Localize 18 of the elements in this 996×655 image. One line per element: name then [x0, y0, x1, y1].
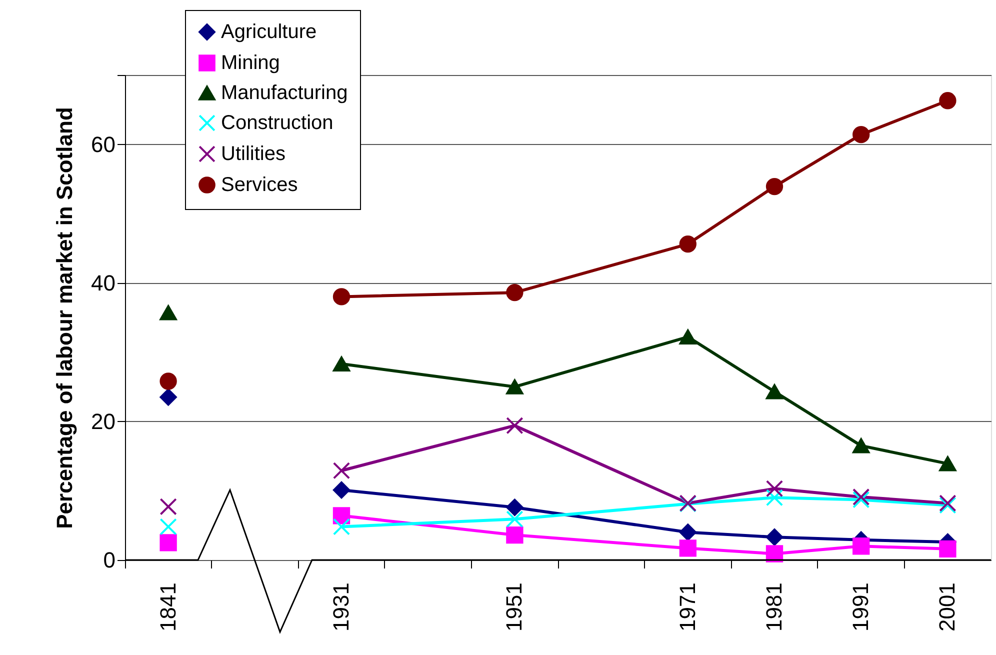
x-tick-label: 1931 — [328, 582, 354, 632]
x-tick-label: 2001 — [934, 582, 960, 632]
x-tick-label: 1991 — [848, 582, 874, 632]
legend-label: Utilities — [221, 143, 286, 165]
legend-label: Services — [221, 174, 298, 196]
x-tick-label: 1951 — [502, 582, 527, 632]
y-tick-label: 0 — [103, 548, 116, 572]
x-tick-label: 1981 — [762, 582, 786, 632]
x-tick-label: 1841 — [155, 582, 180, 632]
legend-label: Construction — [221, 112, 334, 134]
legend-label: Agriculture — [221, 21, 317, 43]
x-tick-label: 1971 — [674, 582, 700, 632]
y-axis-title: Percentage of labour market in Scotland — [52, 107, 78, 529]
y-tick-label: 20 — [91, 408, 116, 434]
legend-label: Mining — [221, 52, 280, 74]
legend-label: Manufacturing — [221, 82, 348, 104]
y-tick-label: 60 — [91, 132, 116, 157]
y-tick-label: 40 — [91, 270, 116, 296]
